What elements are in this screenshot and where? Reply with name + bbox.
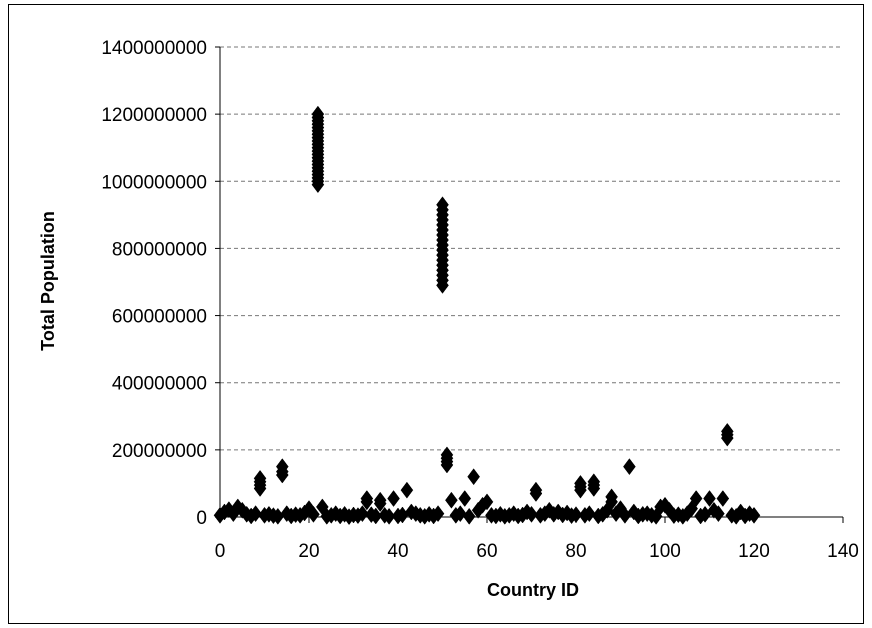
data-point: [373, 491, 387, 509]
data-point: [605, 488, 618, 506]
y-tick-label: 600000000: [112, 307, 207, 328]
data-point: [462, 507, 476, 525]
data-point: [587, 473, 601, 491]
data-point: [525, 505, 538, 523]
x-tick-label: 120: [738, 541, 770, 562]
data-point: [453, 505, 467, 523]
y-tick-label: 800000000: [112, 239, 207, 260]
data-point: [249, 505, 262, 523]
x-tick-label: 100: [649, 541, 681, 562]
data-point: [703, 490, 716, 507]
x-axis-title: Country ID: [487, 580, 579, 600]
gridlines: [220, 46, 843, 451]
data-point: [689, 490, 703, 507]
data-point: [445, 491, 458, 509]
data-point: [307, 505, 320, 523]
data-point: [574, 475, 587, 492]
x-tick-label: 0: [215, 541, 226, 562]
data-point: [382, 507, 396, 525]
data-point: [716, 490, 730, 507]
y-axis-ticks: 0 200000000 400000000 600000000 800000000 100…: [101, 38, 220, 529]
y-tick-label: 1400000000: [101, 38, 207, 59]
data-point: [458, 490, 472, 507]
y-tick-label: 0: [196, 508, 207, 529]
data-point: [369, 507, 383, 525]
data-point: [436, 196, 449, 214]
data-point: [356, 505, 369, 523]
y-tick-label: 400000000: [112, 374, 207, 395]
data-point: [275, 458, 289, 476]
x-tick-label: 140: [827, 541, 859, 562]
data-point: [467, 468, 480, 486]
data-point: [253, 469, 267, 487]
data-point: [431, 505, 445, 523]
data-point: [400, 481, 414, 499]
x-tick-label: 80: [565, 541, 586, 562]
data-point: [311, 105, 325, 123]
y-tick-label: 200000000: [112, 441, 207, 462]
y-tick-label: 1200000000: [101, 105, 207, 126]
data-point: [747, 506, 761, 524]
data-point: [360, 490, 374, 507]
data-point: [440, 446, 454, 464]
x-tick-label: 60: [476, 541, 497, 562]
data-point: [623, 458, 636, 476]
data-point: [712, 505, 725, 523]
data-point: [480, 493, 494, 511]
y-axis-title: Total Population: [38, 211, 58, 351]
x-tick-label: 40: [387, 541, 408, 562]
y-tick-label: 1000000000: [101, 172, 207, 193]
data-point: [529, 481, 543, 499]
data-point: [583, 505, 596, 523]
data-point: [720, 422, 734, 440]
x-tick-label: 20: [298, 541, 319, 562]
data-point: [387, 490, 400, 507]
data-point: [569, 506, 583, 524]
data-points: [213, 105, 761, 526]
x-axis-ticks: 0 20 40 60 80 100 120 140: [215, 517, 859, 562]
